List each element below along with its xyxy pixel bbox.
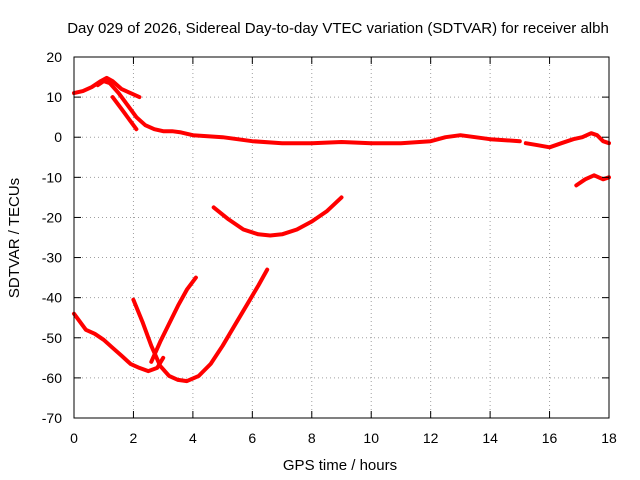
y-tick-label: -70 [42,410,62,426]
series-line-track-e [574,173,611,188]
chart-title: Day 029 of 2026, Sidereal Day-to-day VTE… [67,20,609,37]
x-tick-label: 4 [189,430,197,446]
x-tick-labels: 0 2 4 6 8 10 12 14 16 18 [70,430,617,446]
plot-frame [73,56,610,419]
y-tick-label: -10 [42,169,62,185]
series-line-track-h [131,267,270,384]
y-axis-title: SDTVAR / TECUs [6,178,23,298]
grid [74,57,609,418]
x-tick-label: 18 [601,430,617,446]
x-axis-title: GPS time / hours [283,457,397,474]
series-line-track-d [523,131,611,150]
y-tick-label: 10 [46,89,62,105]
series-line-track-a [72,75,142,100]
x-tick-label: 14 [482,430,498,446]
y-tick-label: 0 [54,129,62,145]
x-tick-label: 16 [542,430,558,446]
y-tick-label: -20 [42,209,62,225]
x-tick-label: 0 [70,430,78,446]
x-tick-label: 6 [248,430,256,446]
ticks [73,56,610,419]
series-line-track-c [110,95,139,132]
y-tick-label: -60 [42,370,62,386]
y-tick-label: -50 [42,330,62,346]
x-tick-label: 10 [363,430,379,446]
y-tick-label: -40 [42,290,62,306]
y-tick-label: 20 [46,49,62,65]
series-line-track-g [72,311,166,374]
y-tick-label: -30 [42,250,62,266]
series-line-track-b [95,79,522,146]
series-layer [72,75,611,384]
x-tick-label: 2 [130,430,138,446]
y-tick-labels: -70 -60 -50 -40 -30 -20 -10 0 10 20 [42,49,62,426]
x-tick-label: 12 [423,430,439,446]
series-line-track-f [211,195,344,238]
x-tick-label: 8 [308,430,316,446]
series-line-track-i [149,275,198,364]
